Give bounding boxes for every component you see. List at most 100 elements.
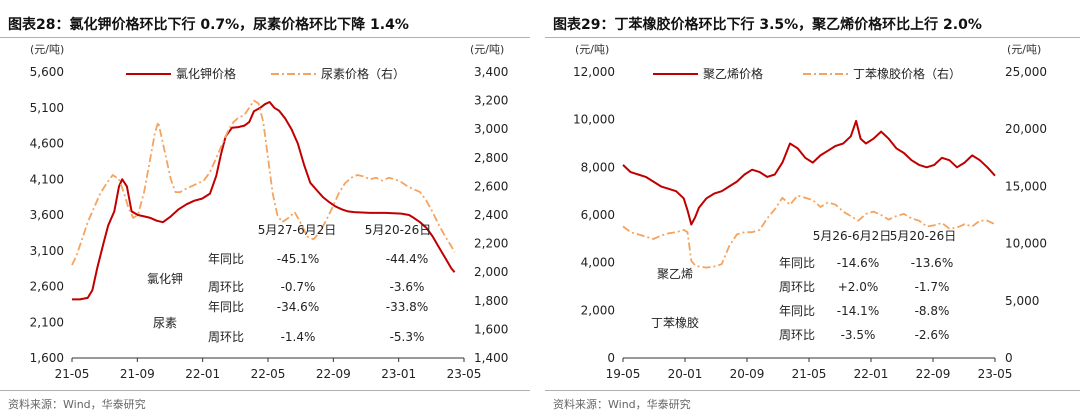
table-value: -8.8% (915, 304, 950, 318)
y-tick-right: 5,000 (1005, 294, 1039, 308)
x-tick-label: 21-09 (120, 367, 155, 381)
x-tick-label: 21-05 (55, 367, 90, 381)
x-tick-label: 23-05 (447, 367, 482, 381)
y-unit-right: (元/吨) (1007, 43, 1041, 56)
y-tick-right: 10,000 (1005, 237, 1047, 251)
y-tick-left: 3,100 (30, 244, 64, 258)
y-tick-right: 1,400 (474, 351, 508, 365)
y-unit-left: (元/吨) (575, 43, 609, 56)
y-tick-right: 0 (1005, 351, 1013, 365)
y-tick-left: 4,100 (30, 172, 64, 186)
table-value: -3.6% (390, 280, 425, 294)
y-unit-right: (元/吨) (470, 43, 504, 56)
table-value: -2.6% (915, 328, 950, 342)
y-tick-right: 3,400 (474, 65, 508, 79)
y-tick-right: 2,400 (474, 208, 508, 222)
x-tick-label: 21-05 (792, 367, 827, 381)
chart-pe-sbr: (元/吨) (元/吨) 0 2,000 4,000 6,000 8,000 10,000 12,… (573, 43, 1047, 381)
table-metric-label: 年同比 (779, 304, 815, 318)
series-line-secondary (71, 99, 456, 266)
table-value: -45.1% (277, 252, 319, 266)
table-value: -44.4% (386, 252, 428, 266)
source-divider (0, 390, 530, 391)
chart-panel-potash-urea: 图表28：氯化钾价格环比下行 0.7%，尿素价格环比下降 1.4% (元/吨)(… (0, 0, 530, 419)
y-tick-right: 2,000 (474, 265, 508, 279)
y-tick-right: 15,000 (1005, 179, 1047, 193)
table-product-label: 丁苯橡胶 (651, 315, 699, 330)
y-tick-right: 2,800 (474, 151, 508, 165)
y-tick-left: 10,000 (573, 113, 615, 127)
table-product-label: 聚乙烯 (657, 267, 693, 281)
table-value: -13.6% (911, 256, 953, 270)
series-line-primary (72, 101, 456, 301)
y-tick-left: 3,600 (30, 208, 64, 222)
y-tick-right: 20,000 (1005, 122, 1047, 136)
table-period-header: 5月27-6月2日 (258, 223, 337, 237)
chart-title: 图表29：丁苯橡胶价格环比下行 3.5%，聚乙烯价格环比上行 2.0% (553, 17, 982, 33)
series-line-primary (622, 119, 996, 226)
table-value: -1.7% (915, 280, 950, 294)
chart-title: 图表28：氯化钾价格环比下行 0.7%，尿素价格环比下降 1.4% (8, 17, 409, 33)
x-tick-label: 22-05 (251, 367, 286, 381)
table-value: -5.3% (390, 330, 425, 344)
y-tick-left: 1,600 (30, 351, 64, 365)
table-period-header: 5月20-26日 (365, 223, 432, 237)
y-tick-right: 3,200 (474, 94, 508, 108)
x-tick-label: 22-01 (854, 367, 889, 381)
source-note: 资料来源：Wind，华泰研究 (8, 398, 146, 411)
y-tick-right: 1,800 (474, 294, 508, 308)
y-tick-left: 8,000 (581, 160, 615, 174)
y-tick-left: 12,000 (573, 65, 615, 79)
chart-panel-pe-sbr: 图表29：丁苯橡胶价格环比下行 3.5%，聚乙烯价格环比上行 2.0% (元/吨… (545, 0, 1080, 419)
source-divider (545, 390, 1080, 391)
y-tick-left: 5,100 (30, 101, 64, 115)
table-value: -33.8% (386, 300, 428, 314)
table-metric-label: 周环比 (779, 280, 815, 294)
table-value: -14.6% (837, 256, 879, 270)
x-tick-label: 23-05 (978, 367, 1013, 381)
y-tick-left: 2,000 (581, 303, 615, 317)
y-tick-right: 3,000 (474, 122, 508, 136)
chart-potash-urea: (元/吨) (元/吨) 1,600 2,100 2,600 3,100 3,600 4,100… (30, 43, 509, 381)
x-tick-label: 22-01 (185, 367, 220, 381)
x-tick-label: 19-05 (606, 367, 641, 381)
table-metric-label: 年同比 (208, 300, 244, 314)
table-period-header: 5月26-6月2日 (813, 229, 892, 243)
x-tick-label: 22-09 (916, 367, 951, 381)
table-value: -1.4% (281, 330, 316, 344)
table-value: -0.7% (281, 280, 316, 294)
y-tick-right: 25,000 (1005, 65, 1047, 79)
y-unit-left: (元/吨) (30, 43, 64, 56)
x-tick-label: 20-01 (668, 367, 703, 381)
x-tick-label: 22-09 (316, 367, 351, 381)
table-metric-label: 周环比 (779, 328, 815, 342)
y-tick-right: 2,200 (474, 237, 508, 251)
table-metric-label: 年同比 (779, 256, 815, 270)
table-value: +2.0% (838, 280, 879, 294)
legend-label: 聚乙烯价格 (703, 66, 763, 81)
y-tick-left: 2,100 (30, 315, 64, 329)
y-tick-left: 6,000 (581, 208, 615, 222)
y-tick-left: 5,600 (30, 65, 64, 79)
legend-label: 氯化钾价格 (176, 66, 236, 81)
table-metric-label: 年同比 (208, 252, 244, 266)
table-metric-label: 周环比 (208, 280, 244, 294)
series-line-secondary (622, 194, 996, 269)
table-product-label: 氯化钾 (147, 272, 183, 286)
legend-label: 尿素价格（右） (321, 66, 405, 81)
x-tick-label: 20-09 (730, 367, 765, 381)
table-metric-label: 周环比 (208, 330, 244, 344)
table-product-label: 尿素 (153, 316, 177, 330)
table-period-header: 5月20-26日 (890, 229, 957, 243)
title-divider (545, 37, 1080, 38)
y-tick-left: 4,000 (581, 256, 615, 270)
x-tick-label: 23-01 (381, 367, 416, 381)
title-divider (0, 37, 530, 38)
y-tick-left: 2,600 (30, 280, 64, 294)
source-note: 资料来源：Wind，华泰研究 (553, 398, 691, 411)
table-value: -34.6% (277, 300, 319, 314)
legend-label: 丁苯橡胶价格（右） (853, 66, 961, 81)
y-tick-right: 1,600 (474, 322, 508, 336)
y-tick-right: 2,600 (474, 179, 508, 193)
y-tick-left: 4,600 (30, 137, 64, 151)
